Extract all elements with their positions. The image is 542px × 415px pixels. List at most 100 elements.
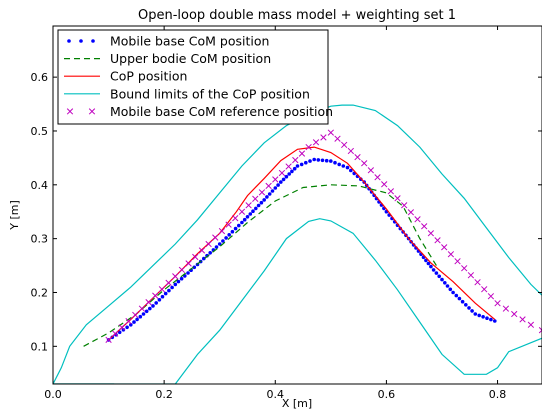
data-point	[440, 278, 444, 282]
data-point-marker	[455, 258, 461, 264]
data-point	[186, 271, 190, 275]
chart-title: Open-loop double mass model + weighting …	[138, 8, 456, 23]
legend-swatch-dot	[67, 39, 71, 43]
x-tick-label: 0.0	[44, 388, 62, 401]
data-point	[308, 159, 312, 163]
data-point-marker	[246, 202, 252, 208]
data-point-marker	[495, 300, 501, 306]
data-point	[274, 186, 278, 190]
data-point	[125, 326, 129, 330]
data-point-marker	[503, 306, 509, 312]
data-point-marker	[395, 195, 401, 201]
data-point-marker	[415, 216, 421, 222]
data-point	[290, 170, 294, 174]
data-point-marker	[252, 196, 258, 202]
y-tick-label: 0.5	[31, 125, 49, 138]
data-point-marker	[321, 135, 327, 141]
data-point-marker	[468, 272, 474, 278]
data-point-marker	[166, 280, 172, 286]
data-point-marker	[481, 286, 487, 292]
data-point	[237, 224, 241, 228]
data-point	[477, 314, 481, 318]
data-point	[489, 318, 493, 322]
data-point-marker	[435, 237, 441, 243]
data-point-marker	[520, 317, 526, 323]
legend-swatch-dot	[79, 39, 83, 43]
legend-label: Upper bodie CoM position	[110, 51, 271, 66]
series-line-segment	[53, 105, 542, 384]
data-point	[446, 284, 450, 288]
legend-label: CoP position	[110, 69, 187, 84]
data-point-marker	[448, 251, 454, 257]
data-point-marker	[408, 209, 414, 215]
data-point	[300, 163, 304, 167]
data-point	[435, 271, 439, 275]
data-point-marker	[292, 157, 298, 163]
data-point-marker	[355, 154, 361, 160]
data-point-marker	[139, 306, 145, 312]
data-point	[262, 198, 266, 202]
data-point-marker	[279, 170, 285, 176]
data-point-marker	[172, 274, 178, 280]
data-point-marker	[441, 244, 447, 250]
data-point	[164, 292, 168, 296]
x-tick-label: 0.8	[489, 388, 507, 401]
data-point-marker	[511, 311, 517, 317]
data-point-marker	[232, 215, 238, 221]
data-point	[227, 233, 231, 237]
data-point	[135, 318, 139, 322]
x-tick-label: 0.6	[378, 388, 396, 401]
data-point	[145, 310, 149, 314]
data-point-marker	[219, 228, 225, 234]
data-point-marker	[328, 130, 334, 136]
data-point	[260, 201, 264, 205]
data-point	[329, 159, 333, 163]
data-point	[333, 161, 337, 165]
data-point-marker	[286, 164, 292, 170]
y-tick-label: 0.2	[31, 286, 49, 299]
data-point	[321, 159, 325, 163]
data-point-marker	[368, 167, 374, 173]
data-point-marker	[401, 202, 407, 208]
series-line	[109, 147, 495, 340]
data-point	[224, 236, 228, 240]
data-point	[174, 283, 178, 287]
data-point	[257, 204, 261, 208]
data-point	[249, 212, 253, 216]
data-point	[317, 158, 321, 162]
data-point	[254, 207, 258, 211]
series-cop-position	[109, 147, 495, 340]
data-point	[246, 215, 250, 219]
data-point-marker	[179, 267, 185, 273]
data-point	[215, 245, 219, 249]
series-mobile-base-com-position	[107, 158, 497, 342]
data-point	[282, 178, 286, 182]
y-axis-label: Y [m]	[8, 200, 21, 231]
data-point	[251, 209, 255, 213]
data-point-marker	[106, 337, 112, 343]
data-point-marker	[239, 209, 245, 215]
data-point-marker	[348, 148, 354, 154]
data-point	[443, 281, 447, 285]
data-point	[325, 159, 329, 163]
data-point	[346, 166, 350, 170]
data-point	[485, 316, 489, 320]
data-point-marker	[381, 181, 387, 187]
data-point	[458, 297, 462, 301]
data-point	[151, 304, 155, 308]
data-point	[296, 164, 300, 168]
data-point	[304, 161, 308, 165]
data-point-marker	[186, 261, 192, 267]
x-axis-label: X [m]	[282, 397, 312, 410]
data-point	[429, 265, 433, 269]
data-point	[432, 268, 436, 272]
data-point	[231, 230, 235, 234]
data-point	[167, 289, 171, 293]
data-point-marker	[335, 136, 341, 142]
data-point	[268, 192, 272, 196]
data-point	[142, 312, 146, 316]
data-point	[461, 300, 465, 304]
data-point	[470, 309, 474, 313]
